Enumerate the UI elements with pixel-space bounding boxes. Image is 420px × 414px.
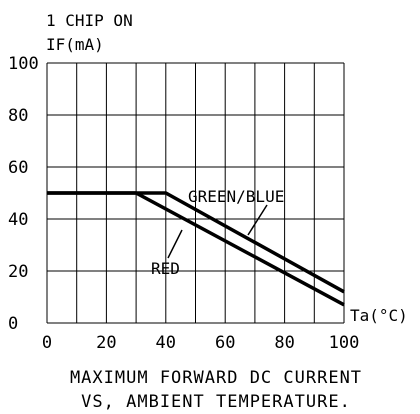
series-lines <box>47 191 345 307</box>
y-tick-label: 40 <box>8 210 28 230</box>
caption-line-2: VS, AMBIENT TEMPERATURE. <box>81 392 351 412</box>
x-tick-label: 60 <box>215 333 235 353</box>
tick-labels: 0 20 40 60 80 100 0 20 40 60 80 100 <box>8 54 359 353</box>
series-label-red: RED <box>151 259 180 278</box>
y-tick-label: 20 <box>8 262 28 282</box>
series-labels: GREEN/BLUE RED <box>151 187 284 278</box>
x-tick-label: 100 <box>329 333 360 353</box>
series-label-green-blue: GREEN/BLUE <box>188 187 284 206</box>
series-line-red <box>47 191 345 307</box>
y-tick-label: 80 <box>8 106 28 126</box>
x-tick-label: 20 <box>96 333 116 353</box>
y-tick-label: 100 <box>8 54 39 74</box>
x-tick-label: 40 <box>156 333 176 353</box>
x-tick-label: 0 <box>42 333 52 353</box>
series-label-leader <box>167 229 183 259</box>
y-tick-label: 0 <box>8 314 18 334</box>
grid <box>46 62 345 324</box>
chart-heading: 1 CHIP ON <box>46 11 133 30</box>
series-label-leader <box>247 204 268 236</box>
x-axis-label: Ta(°C) <box>350 306 408 325</box>
x-tick-label: 80 <box>274 333 294 353</box>
y-axis-label: IF(mA) <box>46 35 104 54</box>
y-tick-label: 60 <box>8 158 28 178</box>
caption-line-1: MAXIMUM FORWARD DC CURRENT <box>70 368 362 388</box>
